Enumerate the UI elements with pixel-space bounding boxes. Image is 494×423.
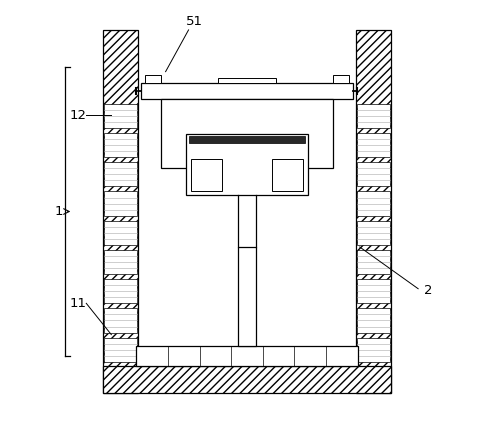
Bar xyxy=(333,75,349,83)
Bar xyxy=(104,338,137,362)
Bar xyxy=(104,279,137,303)
Bar xyxy=(145,75,161,83)
Bar xyxy=(186,134,308,195)
Bar xyxy=(103,366,391,393)
Bar xyxy=(357,192,390,216)
Bar xyxy=(162,99,332,168)
Bar xyxy=(238,247,256,346)
Bar xyxy=(357,221,390,245)
Bar xyxy=(191,159,222,191)
Bar xyxy=(103,30,138,393)
Bar xyxy=(357,338,390,362)
Bar xyxy=(356,30,391,393)
Text: 12: 12 xyxy=(70,109,86,122)
Bar xyxy=(104,133,137,157)
Bar xyxy=(357,308,390,332)
Bar xyxy=(189,136,305,143)
Bar xyxy=(104,104,137,128)
Bar xyxy=(357,162,390,187)
Bar xyxy=(104,221,137,245)
Bar xyxy=(357,279,390,303)
Bar xyxy=(272,159,303,191)
Text: 11: 11 xyxy=(70,297,86,310)
Bar xyxy=(141,83,353,99)
Bar xyxy=(218,77,276,83)
Bar xyxy=(104,162,137,187)
Bar xyxy=(104,250,137,274)
Text: 51: 51 xyxy=(186,15,204,28)
Bar xyxy=(357,104,390,128)
Bar xyxy=(357,250,390,274)
Text: 1: 1 xyxy=(54,205,63,218)
Bar xyxy=(357,133,390,157)
Bar xyxy=(136,346,358,366)
Bar xyxy=(104,308,137,332)
Bar xyxy=(104,192,137,216)
Text: 2: 2 xyxy=(424,284,433,297)
